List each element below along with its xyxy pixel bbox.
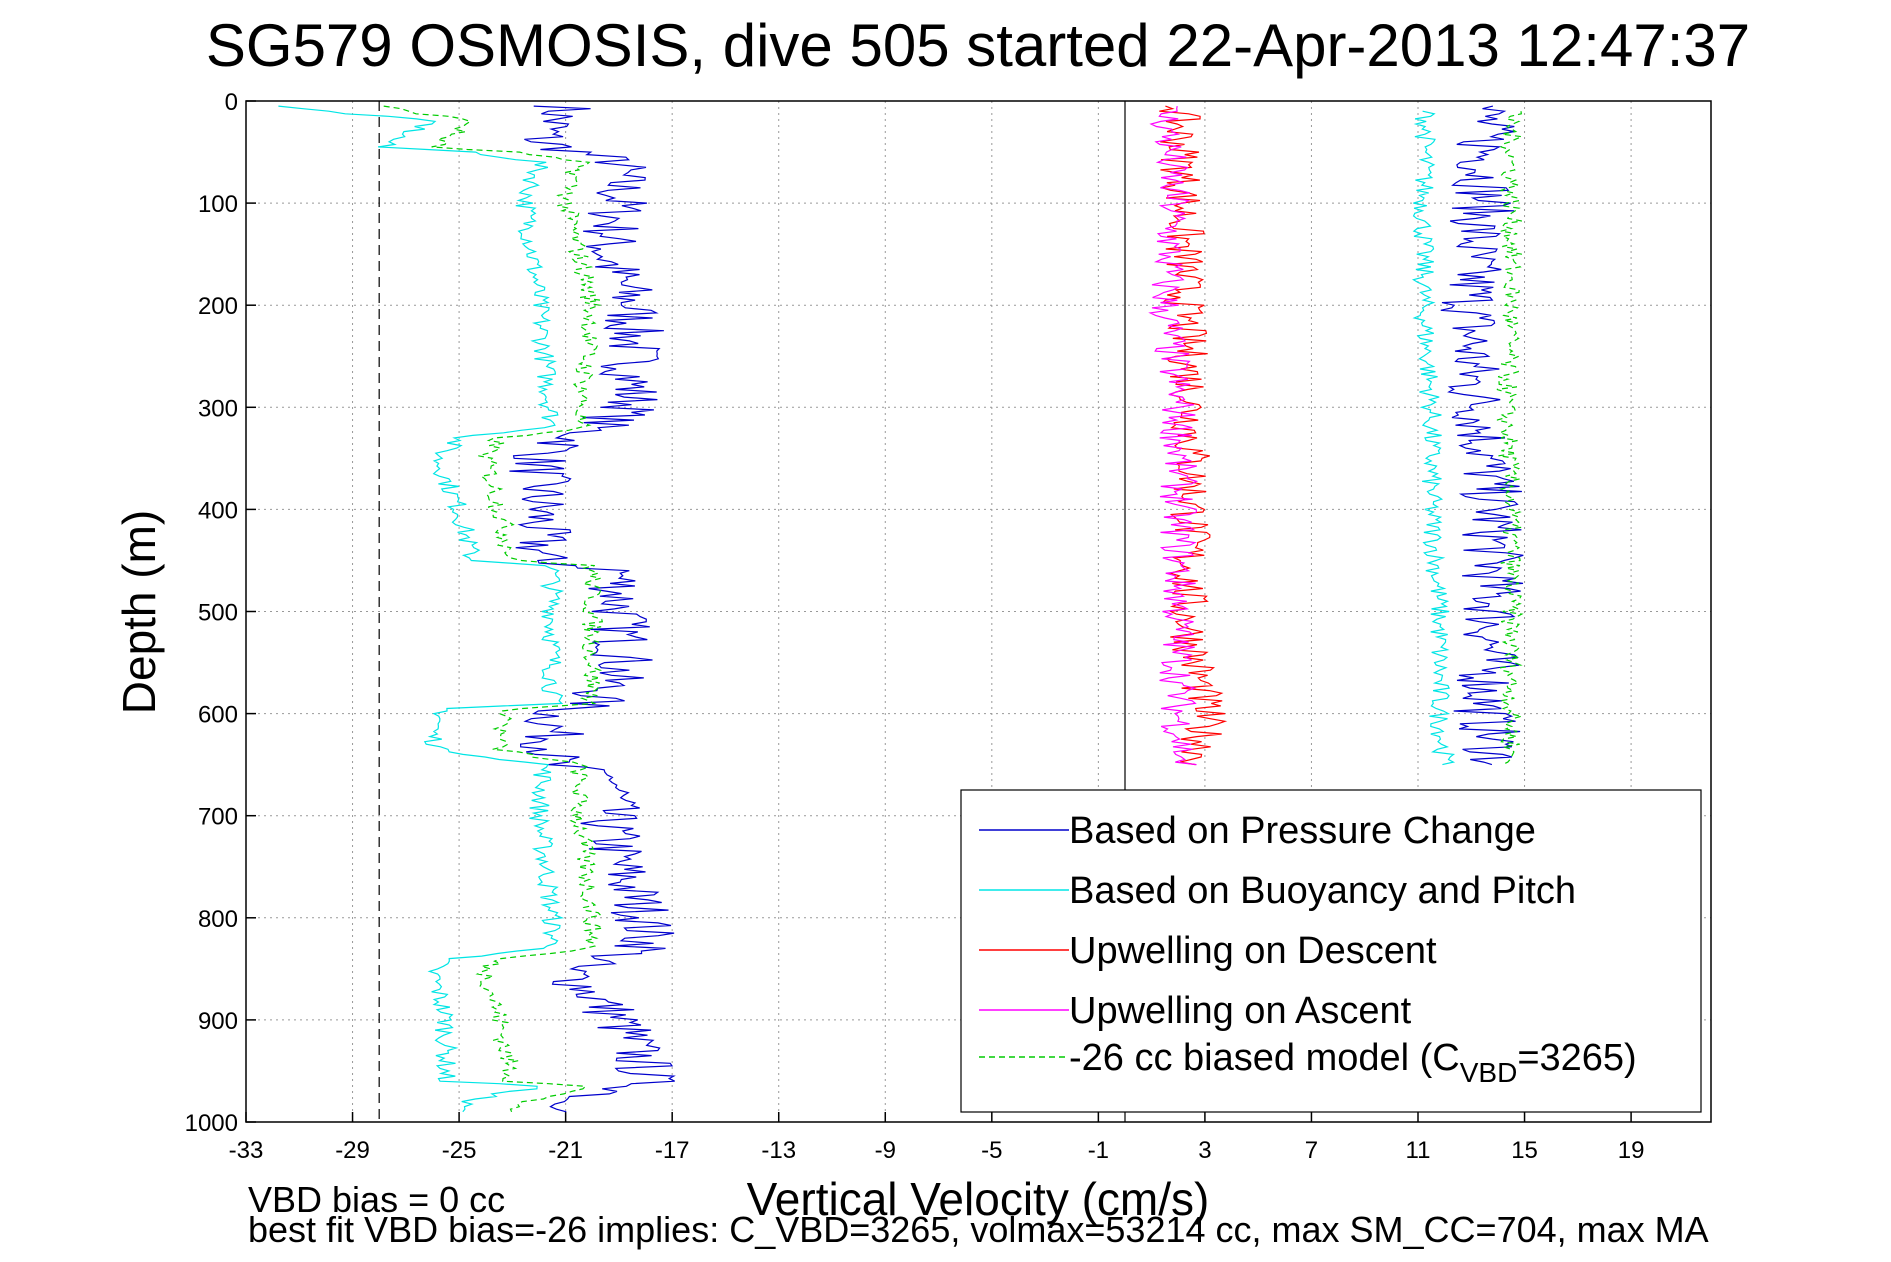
- x-tick-label: 3: [1198, 1137, 1211, 1164]
- legend-entry-part: =3265): [1517, 1037, 1636, 1079]
- series-line: [1148, 105, 1199, 766]
- series-line: [1496, 111, 1525, 766]
- y-tick-label: 900: [198, 1008, 238, 1035]
- footer-line-1: VBD bias = 0 cc: [248, 1179, 505, 1220]
- grid: [245, 100, 1711, 1123]
- y-tick-label: 600: [198, 702, 238, 729]
- x-tick-label: 7: [1305, 1137, 1318, 1164]
- legend-entry: Based on Buoyancy and Pitch: [1069, 870, 1576, 912]
- series-group: [278, 105, 1525, 1113]
- y-tick-label: 800: [198, 906, 238, 933]
- legend-entry: -26 cc biased model (CVBD=3265): [1069, 1037, 1637, 1088]
- y-tick-label: 700: [198, 804, 238, 831]
- legend-entry: Upwelling on Ascent: [1069, 990, 1412, 1032]
- legend-entry: Upwelling on Descent: [1069, 930, 1437, 972]
- y-tick-label: 300: [198, 395, 238, 422]
- legend-box: [960, 789, 1702, 1113]
- y-axis-label: Depth (m): [113, 510, 165, 714]
- x-tick-label: -29: [335, 1137, 370, 1164]
- series-line: [383, 105, 605, 1113]
- plot-frame: [245, 100, 1712, 1123]
- x-tick-label: -5: [981, 1137, 1002, 1164]
- x-tick-label: -1: [1088, 1137, 1109, 1164]
- legend-entry: Based on Pressure Change: [1069, 810, 1536, 852]
- legend-entry-subscript: VBD: [1460, 1057, 1518, 1088]
- x-tick-label: 11: [1406, 1137, 1431, 1164]
- x-tick-label: -9: [875, 1137, 896, 1164]
- y-tick-label: 400: [198, 497, 238, 524]
- x-tick-label: -33: [229, 1137, 264, 1164]
- y-tick-label: 500: [198, 600, 238, 627]
- axis-ticks: -33 -29 -25 -21 -17 -13 -9 -5 -1 3 7 11 15 1901002003…: [185, 89, 1645, 1164]
- y-tick-label: 100: [198, 191, 238, 218]
- y-tick-label: 1000: [185, 1110, 238, 1137]
- series-line: [509, 105, 676, 1113]
- legend-entry-part: -26 cc biased model (C: [1069, 1037, 1460, 1079]
- x-tick-label: 15: [1511, 1137, 1538, 1164]
- chart-title: SG579 OSMOSIS, dive 505 started 22-Apr-2…: [206, 12, 1750, 79]
- x-tick-label: -13: [761, 1137, 796, 1164]
- y-tick-label: 200: [198, 293, 238, 320]
- x-axis-label: Vertical Velocity (cm/s): [747, 1173, 1210, 1225]
- x-tick-label: -21: [548, 1137, 583, 1164]
- series-line: [278, 105, 565, 1113]
- x-tick-label: -17: [655, 1137, 690, 1164]
- x-tick-label: 19: [1618, 1137, 1645, 1164]
- series-line: [1411, 110, 1456, 766]
- y-tick-label: 0: [225, 89, 238, 116]
- footer-line-2: best fit VBD bias=-26 implies: C_VBD=326…: [248, 1209, 1709, 1250]
- x-tick-label: -25: [442, 1137, 477, 1164]
- legend: Based on Pressure Change Based on Buoyanc…: [960, 789, 1702, 1113]
- series-line: [1440, 105, 1524, 766]
